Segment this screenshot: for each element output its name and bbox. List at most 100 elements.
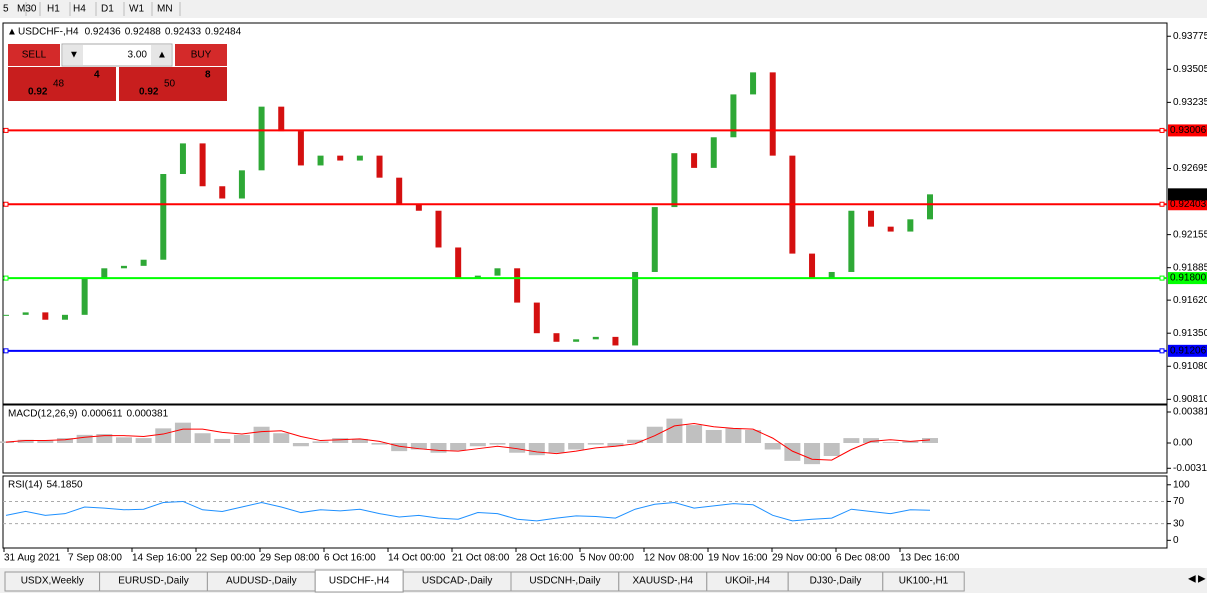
ohlc-value: 0.92484 xyxy=(205,27,242,38)
scroll-left[interactable]: ◀ xyxy=(1188,574,1196,585)
candle xyxy=(651,207,658,272)
ohlc-value: 0.92433 xyxy=(165,27,202,38)
candle xyxy=(533,302,540,334)
tab-label[interactable]: USDCAD-,Daily xyxy=(422,576,493,587)
candle xyxy=(514,268,521,303)
tab-label[interactable]: DJ30-,Daily xyxy=(810,576,862,587)
macd-bar xyxy=(469,442,486,447)
y-tick-label: 0.90810 xyxy=(1173,394,1207,405)
candle xyxy=(769,72,776,156)
x-tick-label: 29 Sep 08:00 xyxy=(260,553,320,564)
macd-bar xyxy=(115,437,132,443)
macd-bar xyxy=(509,442,526,453)
y-tick-label: 0 xyxy=(1173,535,1179,546)
macd-bar xyxy=(391,442,408,452)
sell-button[interactable] xyxy=(8,44,60,66)
candle xyxy=(356,155,363,161)
candle xyxy=(887,226,894,232)
candle xyxy=(297,131,304,166)
candle xyxy=(455,247,462,279)
candle xyxy=(376,155,383,178)
toolbar xyxy=(0,0,1207,18)
level-label-box xyxy=(1168,124,1207,137)
level-handle xyxy=(3,348,9,354)
level-handle xyxy=(3,201,9,207)
candle xyxy=(258,106,265,171)
tab-label[interactable]: EURUSD-,Daily xyxy=(118,576,189,587)
candle xyxy=(494,268,501,276)
level-label: 0.92403 xyxy=(1170,199,1207,210)
sell-price-main: 48 xyxy=(53,79,65,90)
timeframe-button[interactable]: H1 xyxy=(47,4,60,15)
sell-label[interactable]: SELL xyxy=(22,50,47,61)
timeframe-button[interactable]: W1 xyxy=(129,4,144,15)
timeframe-button[interactable]: M30 xyxy=(17,4,37,15)
level-handle xyxy=(1159,348,1165,354)
indicator-value: 54.1850 xyxy=(46,480,83,491)
y-tick-label: 0.00 xyxy=(1173,438,1193,449)
y-tick-label: 100 xyxy=(1173,479,1190,490)
macd-bar xyxy=(450,442,467,451)
candle xyxy=(573,339,580,342)
candle xyxy=(42,312,49,320)
macd-bar xyxy=(646,426,663,443)
tab-label[interactable]: USDCNH-,Daily xyxy=(529,576,600,587)
macd-signal xyxy=(5,422,931,461)
candle xyxy=(317,155,324,166)
level-handle xyxy=(1159,275,1165,281)
volume-down-icon: ▼ xyxy=(69,50,79,61)
candle xyxy=(632,271,639,346)
tab-label[interactable]: AUDUSD-,Daily xyxy=(226,576,297,587)
candle xyxy=(809,253,816,279)
tab-label[interactable]: UK100-,H1 xyxy=(899,576,949,587)
volume-box[interactable] xyxy=(61,43,173,67)
buy-price-box[interactable] xyxy=(119,67,227,101)
y-tick-label: 0.91885 xyxy=(1173,262,1207,273)
macd-bar xyxy=(410,442,427,450)
buy-label[interactable]: BUY xyxy=(191,50,212,61)
macd-bar xyxy=(292,442,309,447)
volume-value[interactable]: 3.00 xyxy=(128,50,148,61)
timeframe-button[interactable]: MN xyxy=(157,4,173,15)
candle xyxy=(435,210,442,248)
macd-bar xyxy=(135,438,152,443)
candle xyxy=(120,265,127,269)
sell-price-point: 4 xyxy=(94,70,100,81)
volume-down[interactable] xyxy=(63,45,83,65)
timeframe-button[interactable]: H4 xyxy=(73,4,86,15)
y-tick-label: 0.91080 xyxy=(1173,361,1207,372)
x-tick-label: 12 Nov 08:00 xyxy=(644,553,704,564)
macd-bar xyxy=(823,442,840,457)
scroll-right[interactable]: ▶ xyxy=(1198,574,1206,585)
current-price-label: 0.92484 xyxy=(1170,189,1207,200)
volume-up-icon: ▲ xyxy=(157,50,167,61)
timeframe-button[interactable]: 5 xyxy=(3,4,9,15)
macd-bar xyxy=(253,426,270,443)
tab-label[interactable]: USDX,Weekly xyxy=(21,576,84,587)
candle xyxy=(592,336,599,340)
macd-bar xyxy=(174,422,191,443)
level-handle xyxy=(3,275,9,281)
candle xyxy=(750,72,757,95)
x-tick-label: 14 Sep 16:00 xyxy=(132,553,192,564)
tab[interactable] xyxy=(882,571,965,592)
sell-price-box[interactable] xyxy=(8,67,116,101)
timeframe-button[interactable]: D1 xyxy=(101,4,114,15)
tab-label[interactable]: UKOil-,H4 xyxy=(725,576,770,587)
sell-price-prefix: 0.92 xyxy=(28,87,48,98)
macd-bar xyxy=(764,442,781,450)
level-handle xyxy=(1159,127,1165,133)
buy-price-prefix: 0.92 xyxy=(139,87,159,98)
buy-button[interactable] xyxy=(175,44,227,66)
rsi-line xyxy=(5,500,931,522)
volume-up[interactable] xyxy=(151,45,171,65)
candle xyxy=(691,153,698,168)
macd-bar xyxy=(568,442,585,450)
indicator-value: 0.000611 xyxy=(81,409,122,420)
candle xyxy=(238,170,245,199)
tab-label[interactable]: USDCHF-,H4 xyxy=(329,576,390,587)
macd-bar xyxy=(548,442,565,453)
y-tick-label: 70 xyxy=(1173,496,1185,507)
y-tick-label: 0.93235 xyxy=(1173,97,1207,108)
tab-label[interactable]: XAUUSD-,H4 xyxy=(633,576,694,587)
